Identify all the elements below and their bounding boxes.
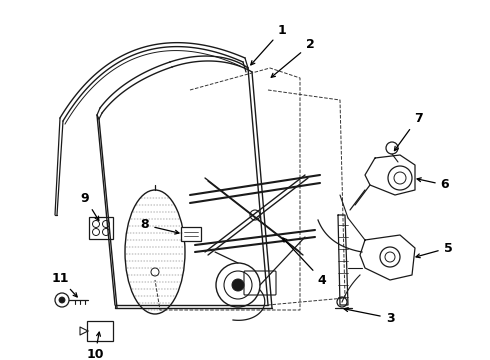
Circle shape <box>232 279 244 291</box>
Text: 7: 7 <box>394 112 422 150</box>
Text: 1: 1 <box>251 23 286 65</box>
Circle shape <box>59 297 65 303</box>
Text: 8: 8 <box>141 219 179 234</box>
Text: 10: 10 <box>86 332 104 360</box>
Text: 4: 4 <box>283 238 326 287</box>
Text: 6: 6 <box>417 178 449 192</box>
Text: 11: 11 <box>51 271 77 297</box>
Text: 2: 2 <box>271 39 315 77</box>
Text: 3: 3 <box>344 308 394 324</box>
Text: 9: 9 <box>81 192 99 220</box>
Text: 5: 5 <box>416 242 452 258</box>
FancyBboxPatch shape <box>181 227 201 241</box>
